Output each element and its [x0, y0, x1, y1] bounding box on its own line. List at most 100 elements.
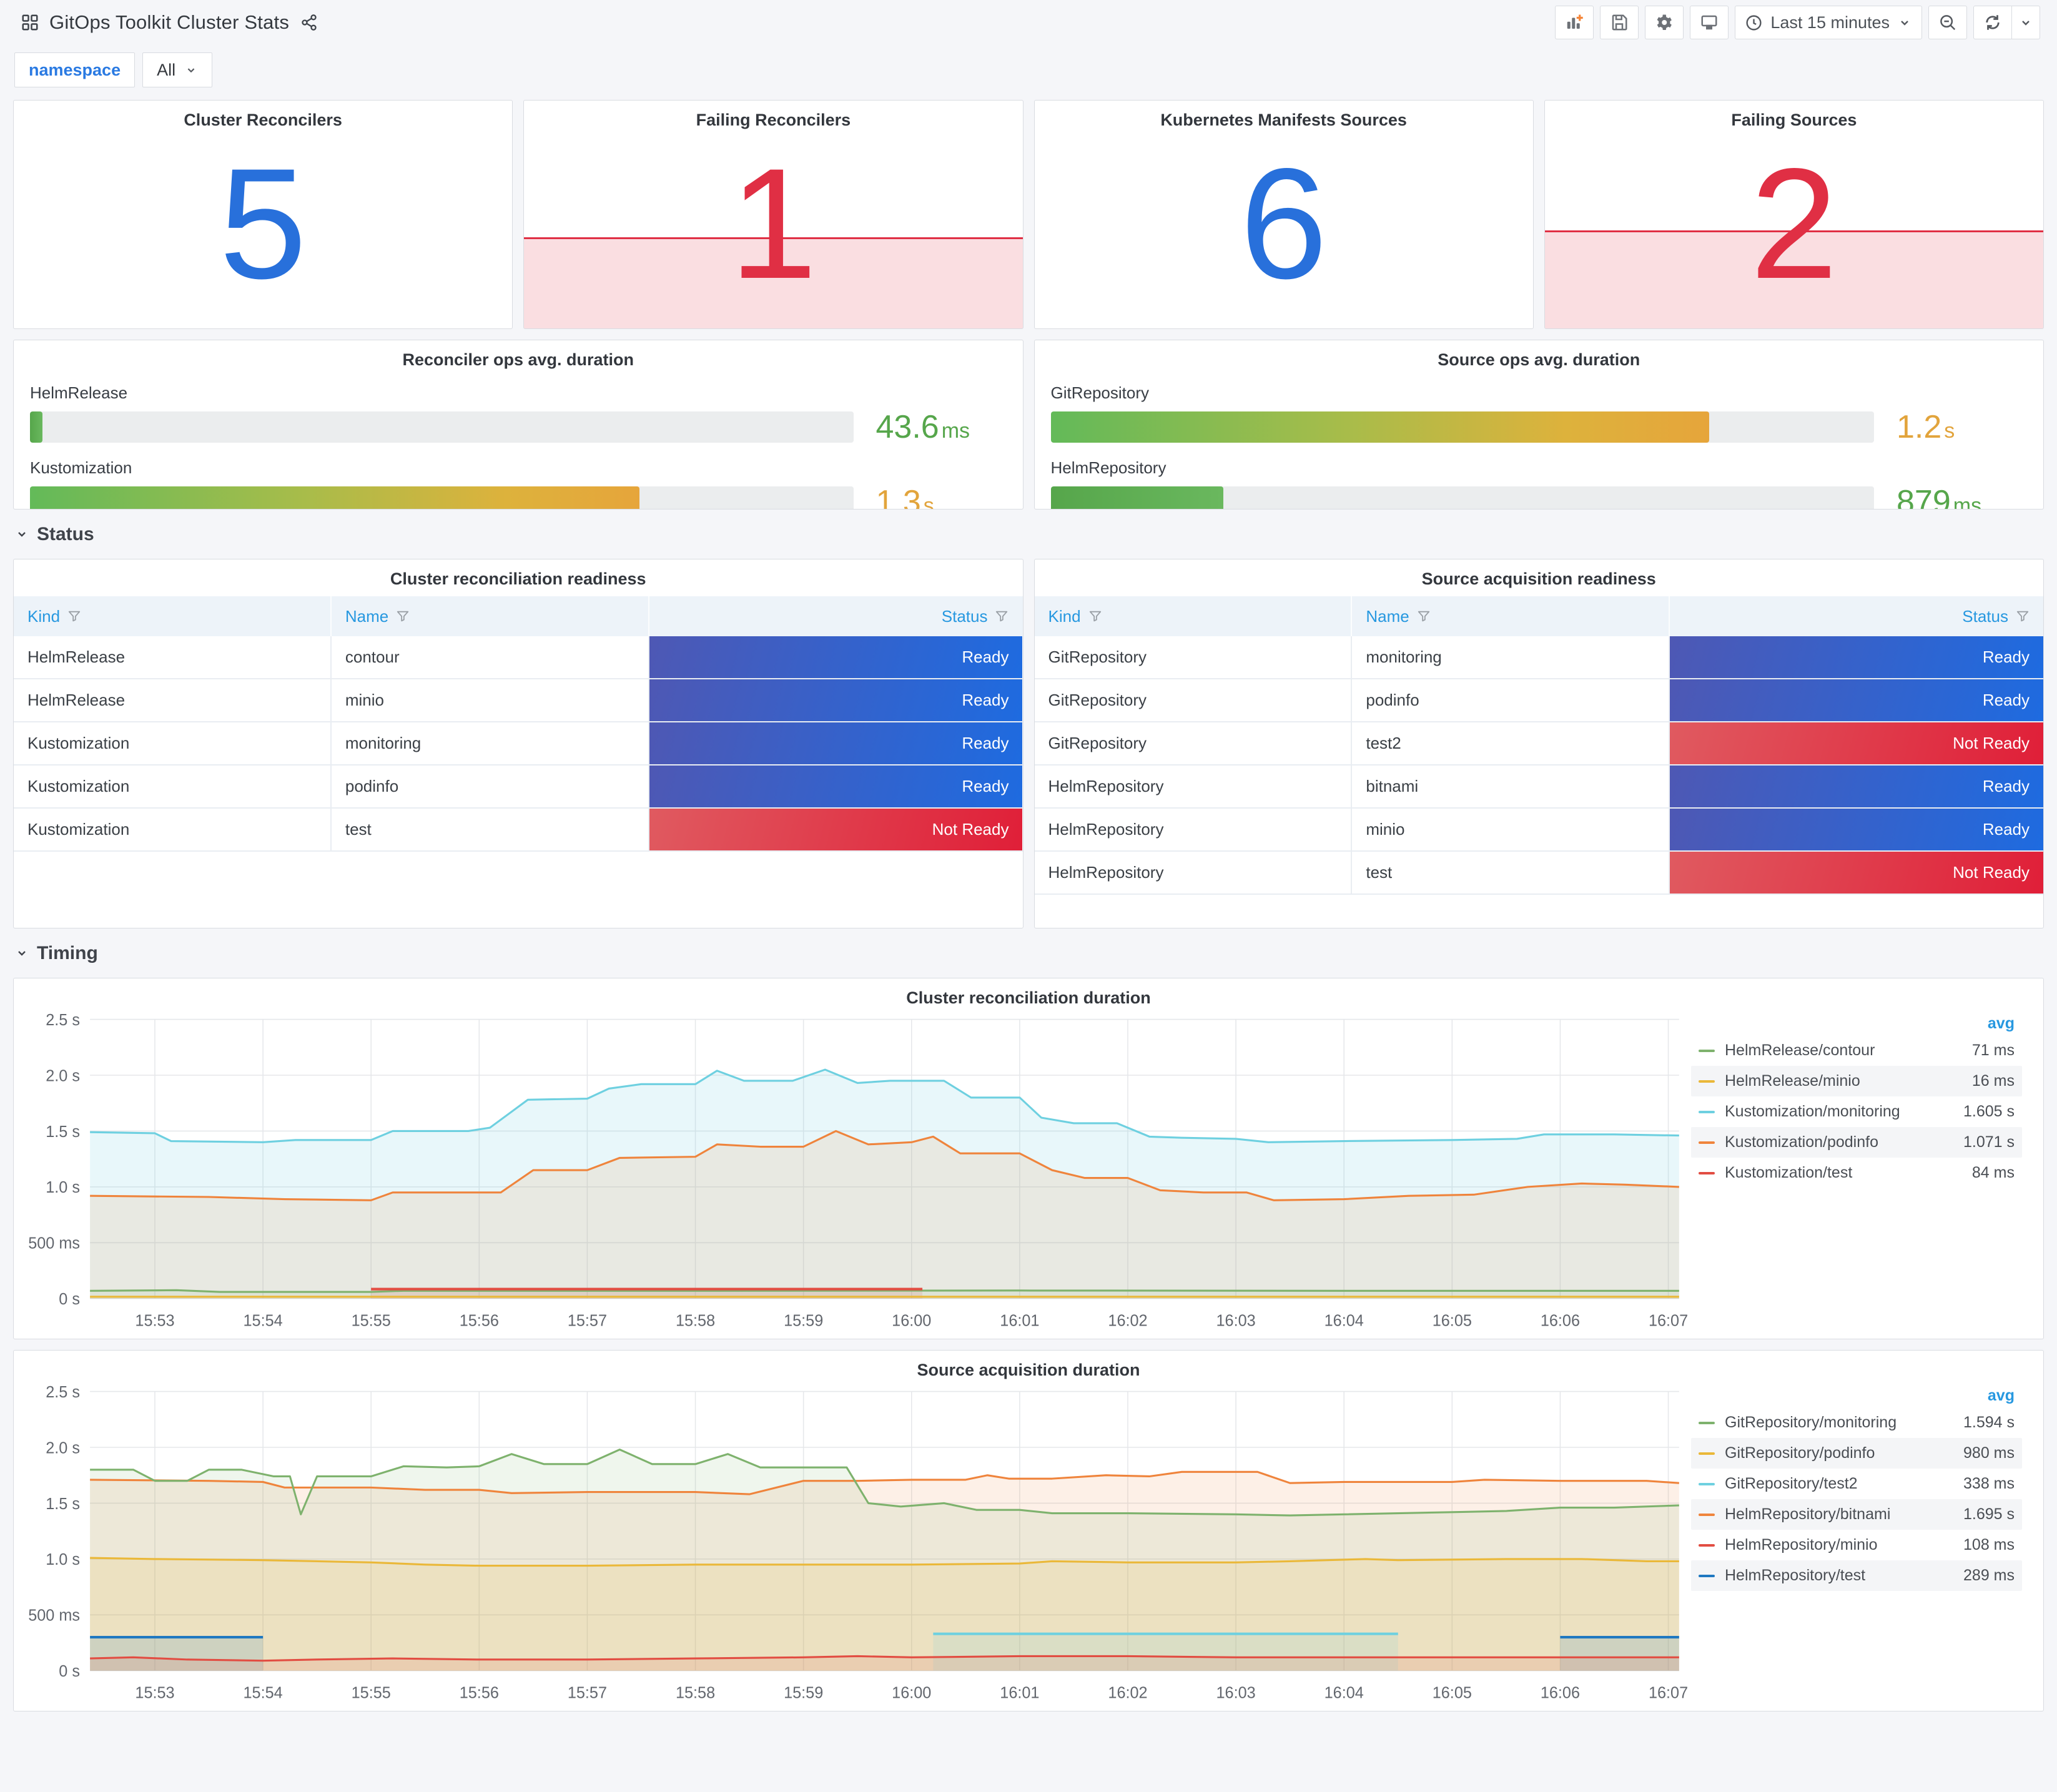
status-cell: Ready	[1670, 809, 2043, 850]
filter-funnel-icon[interactable]	[1417, 609, 1431, 623]
panel-source-acquisition-readiness[interactable]: Source acquisition readiness Kind Name Sta…	[1033, 559, 2044, 928]
kind-cell: GitRepository	[1035, 679, 1353, 721]
kind-cell: HelmRepository	[1035, 809, 1353, 850]
time-series-plot[interactable]: 0 s 500 ms 1.0 s 1.5 s 2.0 s 2.5 s 15:53 15:54 1…	[17, 1382, 1689, 1707]
chevron-down-icon	[187, 68, 195, 73]
panel-cluster-reconciliation-readiness[interactable]: Cluster reconciliation readiness Kind Nam…	[13, 559, 1024, 928]
filter-funnel-icon[interactable]	[995, 609, 1009, 623]
legend-series-name[interactable]: Kustomization/podinfo	[1725, 1133, 1878, 1151]
legend-series-name[interactable]: GitRepository/monitoring	[1725, 1414, 1897, 1431]
name-cell: contour	[332, 636, 649, 678]
svg-text:15:58: 15:58	[676, 1684, 715, 1701]
table-row: GitRepository podinfo Ready	[1034, 679, 2043, 722]
add-panel-button[interactable]	[1555, 6, 1594, 39]
legend-series-swatch	[1699, 1543, 1715, 1547]
cycle-view-mode-button[interactable]	[1690, 6, 1729, 39]
status-badge: Ready	[649, 636, 1023, 678]
kind-cell: HelmRepository	[1035, 852, 1353, 894]
panel-title: Cluster reconciliation duration	[906, 988, 1151, 1007]
section-title: Timing	[37, 943, 98, 963]
panel-source-acquisition-duration[interactable]: Source acquisition duration 0 s 500 ms 1.0…	[13, 1350, 2044, 1711]
panel-failing-sources[interactable]: Failing Sources 2	[1544, 100, 2044, 329]
save-dashboard-button[interactable]	[1600, 6, 1639, 39]
legend-header-avg: avg	[1987, 1386, 2015, 1404]
legend-series-swatch	[1699, 1171, 1715, 1174]
status-badge: Not Ready	[1670, 852, 2043, 894]
legend-item: HelmRelease/contour 71 ms	[1691, 1035, 2022, 1066]
stat-threshold-area	[1544, 230, 2043, 328]
zoom-out-time-button[interactable]	[1928, 6, 1967, 39]
chevron-down-icon	[2022, 21, 2030, 26]
legend-series-name[interactable]: GitRepository/podinfo	[1725, 1444, 1875, 1462]
navbar: GitOps Toolkit Cluster Stats Last 15 min…	[13, 0, 2044, 42]
chevron-down-icon	[1901, 21, 1908, 26]
stats-row: Cluster Reconcilers 5 Failing Reconciler…	[13, 100, 2044, 329]
legend-series-swatch	[1699, 1513, 1715, 1516]
panel-title: Kubernetes Manifests Sources	[1160, 111, 1407, 129]
svg-text:15:55: 15:55	[352, 1684, 391, 1701]
panel-source-ops-avg-duration[interactable]: Source ops avg. duration GitRepository 1…	[1033, 340, 2044, 510]
svg-text:16:03: 16:03	[1216, 1312, 1256, 1329]
legend-series-name[interactable]: HelmRelease/minio	[1725, 1072, 1860, 1090]
panel-kubernetes-manifests-sources[interactable]: Kubernetes Manifests Sources 6	[1033, 100, 1534, 329]
legend-series-name[interactable]: HelmRepository/minio	[1725, 1536, 1878, 1553]
time-series-plot[interactable]: 0 s 500 ms 1.0 s 1.5 s 2.0 s 2.5 s 15:53 15:54 1…	[17, 1010, 1689, 1335]
legend-series-avg: 84 ms	[1971, 1164, 2015, 1181]
legend-series-avg: 16 ms	[1971, 1072, 2015, 1090]
page-title: GitOps Toolkit Cluster Stats	[49, 11, 290, 33]
table-row: HelmRelease contour Ready	[14, 636, 1023, 679]
status-cell: Ready	[1670, 679, 2043, 721]
legend-series-name[interactable]: HelmRepository/bitnami	[1725, 1505, 1891, 1523]
status-cell: Ready	[649, 679, 1023, 721]
column-header-status[interactable]: Status	[649, 596, 1023, 636]
legend-series-name[interactable]: Kustomization/monitoring	[1725, 1103, 1900, 1120]
filter-funnel-icon[interactable]	[1088, 609, 1102, 623]
legend-item: HelmRepository/minio 108 ms	[1691, 1530, 2022, 1560]
legend-series-avg: 108 ms	[1963, 1536, 2015, 1553]
legend-series-name[interactable]: HelmRelease/contour	[1725, 1041, 1875, 1059]
column-header-name[interactable]: Name	[332, 596, 649, 636]
status-badge: Ready	[649, 679, 1023, 721]
svg-text:16:02: 16:02	[1108, 1312, 1147, 1329]
svg-text:16:04: 16:04	[1324, 1312, 1364, 1329]
legend-series-name[interactable]: HelmRepository/test	[1725, 1567, 1866, 1584]
column-header-status[interactable]: Status	[1670, 596, 2043, 636]
legend-series-avg: 980 ms	[1963, 1444, 2015, 1462]
panel-cluster-reconcilers[interactable]: Cluster Reconcilers 5	[13, 100, 513, 329]
refresh-button[interactable]	[1973, 6, 2012, 39]
legend-series-name[interactable]: Kustomization/test	[1725, 1164, 1853, 1181]
panel-failing-reconcilers[interactable]: Failing Reconcilers 1	[523, 100, 1024, 329]
refresh-button-group	[1973, 6, 2040, 39]
status-badge: Ready	[1670, 809, 2043, 850]
variable-value-dropdown[interactable]: All	[142, 52, 213, 87]
refresh-interval-dropdown[interactable]	[2012, 6, 2040, 39]
legend-series-swatch	[1699, 1574, 1715, 1577]
filter-funnel-icon[interactable]	[67, 609, 81, 623]
filter-funnel-icon[interactable]	[396, 609, 410, 623]
svg-text:16:00: 16:00	[892, 1312, 931, 1329]
panel-reconciler-ops-avg-duration[interactable]: Reconciler ops avg. duration HelmRelease…	[13, 340, 1024, 510]
panel-cluster-reconciliation-duration[interactable]: Cluster reconciliation duration 0 s 500 m…	[13, 978, 2044, 1339]
status-cell: Not Ready	[1670, 852, 2043, 894]
column-header-name[interactable]: Name	[1352, 596, 1670, 636]
bar-gauge-row: HelmRepository 879 ms	[1050, 458, 2028, 509]
column-header-kind[interactable]: Kind	[14, 596, 332, 636]
filter-funnel-icon[interactable]	[2016, 609, 2030, 623]
share-icon[interactable]	[300, 14, 318, 31]
dashboard-settings-button[interactable]	[1645, 6, 1684, 39]
svg-text:15:57: 15:57	[568, 1684, 607, 1701]
time-range-picker[interactable]: Last 15 minutes	[1735, 6, 1922, 39]
dashboard-grid-icon[interactable]	[21, 13, 39, 32]
legend-series-swatch	[1699, 1049, 1715, 1052]
chart-legend: avg GitRepository/monitoring 1.594 s GitRep…	[1689, 1382, 2038, 1707]
bar-gauge-fill	[1050, 411, 1710, 443]
section-row-status[interactable]: Status	[14, 520, 2044, 549]
status-badge: Ready	[1670, 766, 2043, 807]
legend-series-name[interactable]: GitRepository/test2	[1725, 1475, 1858, 1492]
status-badge: Ready	[649, 766, 1023, 807]
navbar-left: GitOps Toolkit Cluster Stats	[21, 11, 318, 34]
legend-series-avg: 338 ms	[1963, 1475, 2015, 1492]
column-header-kind[interactable]: Kind	[1035, 596, 1353, 636]
svg-text:2.0 s: 2.0 s	[46, 1439, 80, 1457]
section-row-timing[interactable]: Timing	[14, 939, 2044, 968]
